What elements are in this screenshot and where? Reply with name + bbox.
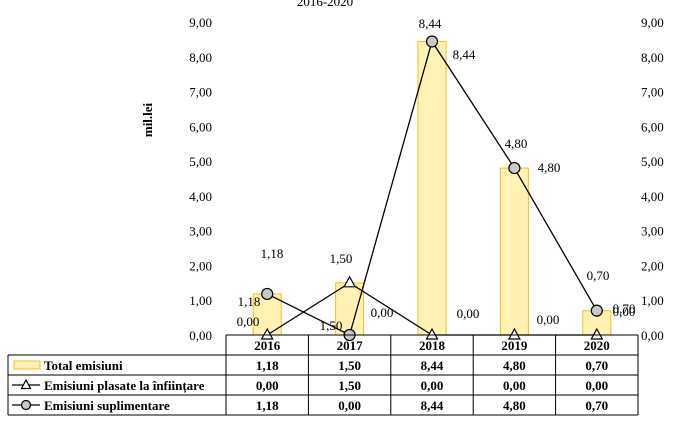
- table-cell: 0,00: [585, 378, 608, 393]
- table-cell: 4,80: [503, 358, 526, 373]
- table-cell: 8,44: [421, 358, 444, 373]
- y2-tick-label: 2,00: [641, 258, 664, 273]
- point-circle: [425, 35, 439, 48]
- bar-data-label: 1,50: [330, 251, 353, 266]
- table-cell: 0,00: [338, 398, 361, 413]
- triangle-data-label: 0,00: [237, 314, 260, 329]
- y-tick-label: 8,00: [189, 50, 212, 65]
- y-axis-label: mil.lei: [140, 102, 155, 137]
- circle-data-label: 0,00: [371, 305, 394, 320]
- bar-data-label: 4,80: [505, 136, 528, 151]
- data-table: 2016 2017 2018 2019 2020 Total emisiuni 1,18 1,…: [7, 335, 639, 416]
- y2-tick-label: 4,00: [641, 189, 664, 204]
- circle-data-label: 8,44: [453, 47, 476, 62]
- triangle-data-label: 0,00: [457, 306, 480, 321]
- y-axis-right: 0,00 1,00 2,00 3,00 4,00 5,00 6,00 7,00 8,00 9,00: [641, 15, 664, 343]
- legend-key-marker: [20, 378, 32, 390]
- y-tick-label: 4,00: [189, 189, 212, 204]
- point-triangle: [260, 327, 274, 340]
- bar-data-label: 1,18: [261, 246, 284, 261]
- y2-tick-label: 8,00: [641, 50, 664, 65]
- legend-label: Emisiuni suplimentare: [44, 398, 170, 413]
- category-label: 2020: [584, 338, 610, 353]
- table-cell: 0,70: [585, 398, 608, 413]
- point-triangle: [425, 327, 439, 340]
- table-cell: 1,50: [338, 358, 361, 373]
- legend-key-bar: [13, 360, 41, 370]
- y2-tick-label: 3,00: [641, 224, 664, 239]
- table-cell: 4,80: [503, 398, 526, 413]
- y2-tick-label: 1,00: [641, 293, 664, 308]
- y-tick-label: 9,00: [189, 15, 212, 30]
- legend-label: Total emisiuni: [44, 358, 123, 373]
- bar: [417, 40, 447, 336]
- table-cell: 0,00: [256, 378, 279, 393]
- category-label: 2019: [501, 338, 528, 353]
- circle-data-label: 4,80: [538, 160, 561, 175]
- table-cell: 1,18: [256, 358, 279, 373]
- circle-data-label: 0,70: [613, 301, 636, 316]
- y-tick-label: 5,00: [189, 154, 212, 169]
- table-cell: 8,44: [421, 398, 444, 413]
- triangle-data-label: 0,00: [537, 312, 560, 327]
- category-label: 2016: [254, 338, 281, 353]
- table-cell: 1,50: [338, 378, 361, 393]
- chart-title-fragment: 2016-2020: [297, 0, 353, 9]
- y-axis-left: 0,00 1,00 2,00 3,00 4,00 5,00 6,00 7,00 8,00 9,00: [189, 15, 212, 343]
- bar-data-label: 8,44: [419, 16, 442, 31]
- table-cell: 0,00: [503, 378, 526, 393]
- y-tick-label: 2,00: [189, 258, 212, 273]
- bar-data-label: 0,70: [587, 268, 610, 283]
- category-label: 2018: [419, 338, 446, 353]
- y2-tick-label: 9,00: [641, 15, 664, 30]
- y2-tick-label: 0,00: [641, 328, 664, 343]
- point-triangle: [343, 275, 357, 288]
- y-tick-label: 1,00: [189, 293, 212, 308]
- y2-tick-label: 6,00: [641, 119, 664, 134]
- y-tick-label: 6,00: [189, 119, 212, 134]
- triangle-data-label: 0,00: [613, 304, 636, 319]
- y2-tick-label: 7,00: [641, 85, 664, 100]
- y-tick-label: 0,00: [189, 328, 212, 343]
- point-circle: [508, 161, 521, 175]
- circle-data-label: 1,18: [238, 294, 261, 309]
- category-label: 2017: [337, 338, 364, 353]
- bar: [499, 167, 529, 336]
- bar: [335, 282, 365, 336]
- point-triangle: [590, 327, 604, 340]
- data-labels: 1,18 1,508,444,800,700,00 1,500,00 0,000,00…: [237, 16, 636, 333]
- table-cell: 0,00: [421, 378, 444, 393]
- triangle-data-label: 1,50: [320, 318, 343, 333]
- y-tick-label: 7,00: [189, 85, 212, 100]
- point-circle: [261, 287, 274, 301]
- bar-series: [252, 40, 612, 336]
- legend-label: Emisiuni plasate la înființare: [44, 378, 205, 394]
- point-triangle: [507, 327, 521, 340]
- y2-tick-label: 5,00: [641, 154, 664, 169]
- point-circle: [590, 304, 603, 317]
- legend-key-marker: [20, 399, 32, 411]
- table-cell: 1,18: [256, 398, 279, 413]
- table-cell: 0,70: [585, 358, 608, 373]
- y-tick-label: 3,00: [189, 224, 212, 239]
